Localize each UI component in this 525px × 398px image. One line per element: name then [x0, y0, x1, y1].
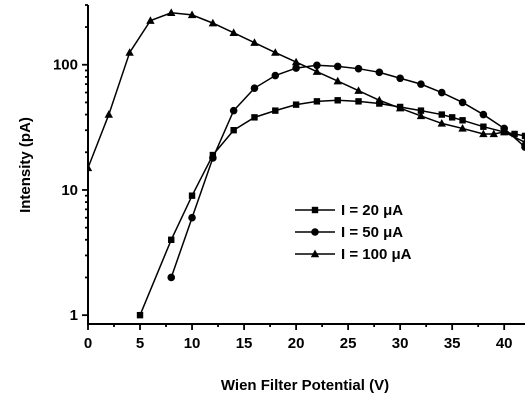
data-point-100ua: [312, 67, 322, 75]
data-point-100ua: [125, 48, 134, 56]
data-point-20ua: [376, 100, 383, 107]
legend-marker: [311, 228, 319, 236]
data-point-20ua: [188, 192, 196, 199]
data-point-100ua: [499, 127, 509, 136]
data-point-100ua: [416, 111, 426, 120]
x-axis-label: Wien Filter Potential (V): [221, 377, 389, 394]
y-axis-label: Intensity (pA): [17, 117, 34, 213]
data-point-100ua: [167, 8, 176, 16]
legend: I = 20 μA I = 50 μA I = 100 μA: [295, 202, 412, 263]
legend-label: I = 50 μA: [341, 224, 403, 241]
data-point-20ua: [251, 114, 258, 121]
x-tick-label: 30: [392, 335, 409, 352]
data-point-50ua: [354, 64, 363, 73]
data-point-20ua: [272, 107, 279, 114]
data-point-100ua: [354, 86, 363, 94]
series-line-20ua: [139, 99, 525, 316]
data-point-20ua: [448, 114, 456, 121]
x-tick-label: 10: [184, 335, 201, 352]
legend-item-100ua: I = 100 μA: [295, 246, 412, 263]
series-line-50ua: [170, 64, 525, 278]
data-point-100ua: [187, 10, 197, 19]
data-point-50ua: [188, 213, 196, 222]
data-point-50ua: [375, 68, 384, 77]
data-point-20ua: [355, 98, 362, 105]
data-point-50ua: [209, 154, 217, 162]
data-point-100ua: [479, 129, 488, 138]
data-point-20ua: [136, 311, 144, 319]
data-point-20ua: [292, 101, 300, 108]
data-point-50ua: [271, 71, 280, 80]
legend-label: I = 100 μA: [341, 246, 412, 263]
data-point-20ua: [511, 130, 518, 138]
data-point-50ua: [458, 98, 467, 107]
data-point-20ua: [168, 236, 175, 243]
data-point-100ua: [104, 110, 114, 118]
data-point-20ua: [230, 127, 237, 134]
x-tick-label: 15: [236, 335, 253, 352]
data-point-100ua: [458, 124, 467, 132]
data-point-100ua: [208, 18, 218, 27]
y-tick-label: 1: [70, 307, 78, 324]
x-tick-label: 35: [444, 335, 461, 352]
data-point-50ua: [292, 64, 300, 72]
data-point-100ua: [271, 48, 280, 56]
data-point-50ua: [333, 62, 342, 71]
data-point-100ua: [250, 38, 259, 46]
data-point-50ua: [167, 273, 176, 282]
y-tick-label: 10: [61, 182, 78, 199]
ticks-layer: 0 5 10 15 20 25 30 35 40 1 10 100: [53, 4, 513, 352]
data-point-100ua: [333, 76, 342, 85]
legend-label: I = 20 μA: [341, 202, 403, 219]
x-tick-label: 0: [84, 335, 92, 352]
series-layer: [88, 8, 525, 319]
data-point-100ua: [520, 137, 525, 146]
series-100ua: [88, 8, 525, 172]
data-point-20ua: [313, 98, 321, 105]
data-point-50ua: [229, 106, 238, 115]
legend-item-20ua: I = 20 μA: [295, 202, 403, 219]
data-point-20ua: [334, 97, 341, 104]
data-point-20ua: [459, 117, 466, 124]
data-point-100ua: [88, 163, 93, 172]
data-point-20ua: [480, 123, 487, 130]
legend-marker: [310, 249, 320, 258]
data-point-50ua: [250, 84, 259, 92]
legend-item-50ua: I = 50 μA: [295, 224, 403, 241]
legend-marker: [311, 206, 319, 214]
data-point-20ua: [521, 132, 525, 140]
data-point-100ua: [489, 129, 498, 138]
y-tick-label: 100: [53, 57, 78, 74]
data-point-50ua: [417, 80, 425, 88]
data-point-100ua: [146, 16, 155, 24]
x-tick-label: 20: [288, 335, 305, 352]
data-point-50ua: [437, 88, 446, 97]
data-point-50ua: [396, 74, 404, 83]
axes-layer: [87, 5, 525, 325]
data-point-20ua: [417, 107, 425, 114]
series-line-100ua: [88, 12, 525, 169]
data-point-50ua: [313, 61, 321, 70]
x-tick-label: 25: [340, 335, 357, 352]
data-point-100ua: [229, 28, 238, 36]
x-tick-label: 5: [136, 335, 144, 352]
axis-frame: [87, 5, 525, 325]
data-point-20ua: [438, 111, 445, 118]
data-point-50ua: [479, 110, 488, 119]
x-tick-label: 40: [496, 335, 513, 352]
data-point-100ua: [437, 119, 446, 127]
data-point-100ua: [291, 57, 301, 66]
data-point-100ua: [375, 95, 384, 104]
data-point-100ua: [395, 103, 405, 112]
